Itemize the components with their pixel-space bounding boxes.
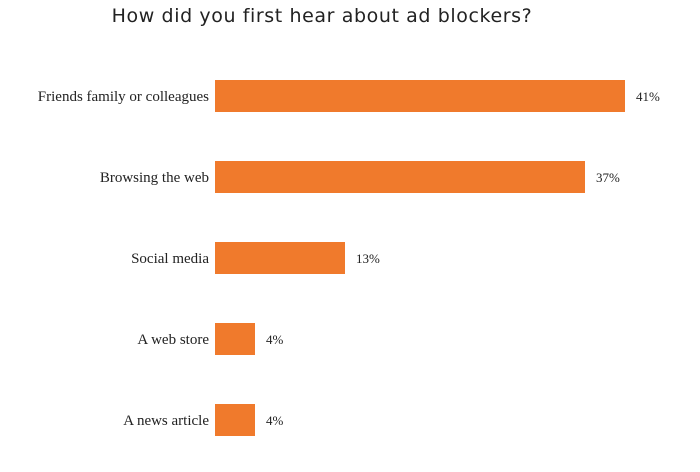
category-label: A news article [123,413,209,429]
category-label: Social media [131,251,209,267]
category-label: A web store [137,332,209,348]
category-label: Friends family or colleagues [38,89,209,105]
value-label: 4% [266,413,284,428]
bar [215,161,585,193]
bars-group: Friends family or colleagues 41% Browsing … [38,80,660,436]
value-label: 37% [596,170,620,185]
chart-title: How did you first hear about ad blockers… [112,5,533,27]
bar [215,404,255,436]
category-label: Browsing the web [100,170,209,186]
value-label: 13% [356,251,380,266]
bar [215,323,255,355]
value-label: 4% [266,332,284,347]
bar [215,80,625,112]
value-label: 41% [636,89,660,104]
bar [215,242,345,274]
